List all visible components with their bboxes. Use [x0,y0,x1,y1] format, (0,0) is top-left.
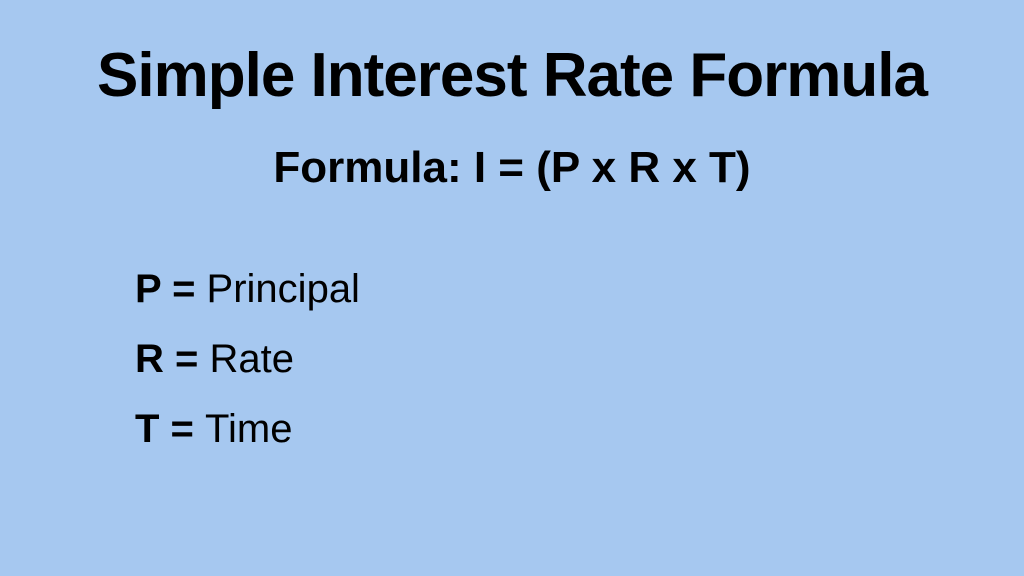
definition-symbol: P = [135,267,207,311]
definition-row: R = Rate [135,333,1024,385]
definition-text: Principal [207,267,360,311]
definition-symbol: T = [135,407,205,451]
definition-row: P = Principal [135,263,1024,315]
definition-text: Time [205,407,292,451]
formula-line: Formula: I = (P x R x T) [0,143,1024,193]
definition-row: T = Time [135,403,1024,455]
definition-text: Rate [209,337,294,381]
definition-symbol: R = [135,337,209,381]
slide-title: Simple Interest Rate Formula [0,40,1024,111]
definitions-block: P = Principal R = Rate T = Time [0,263,1024,455]
slide-container: Simple Interest Rate Formula Formula: I … [0,0,1024,576]
